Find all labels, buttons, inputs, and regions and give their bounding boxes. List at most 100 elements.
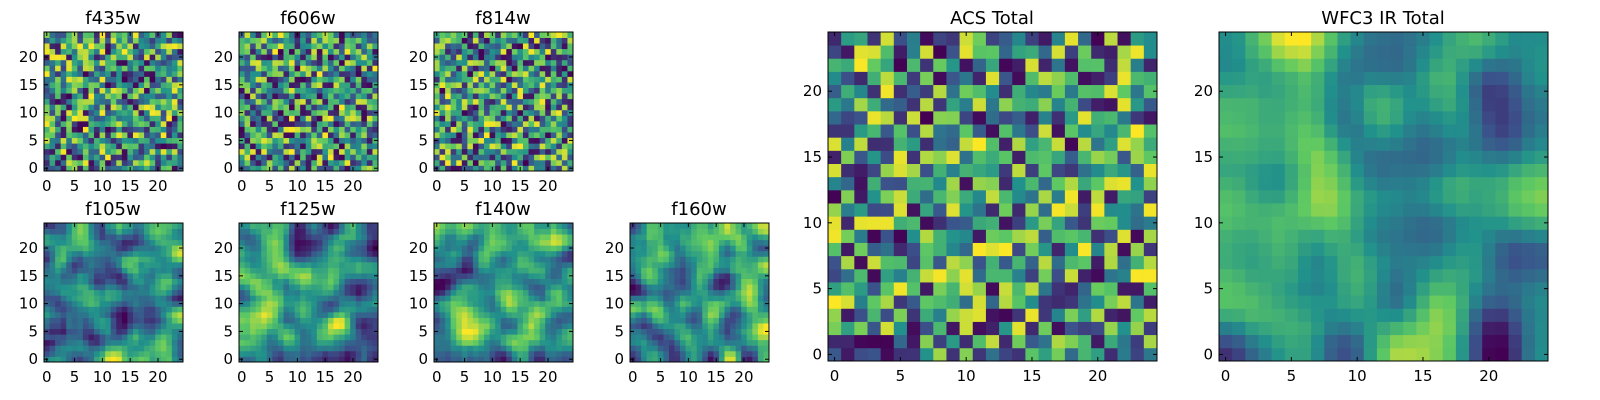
cell: [166, 223, 173, 229]
cell: [959, 203, 974, 217]
cell: [322, 273, 329, 279]
cell: [327, 37, 334, 44]
cell: [327, 115, 334, 122]
cell: [434, 334, 440, 341]
cell: [528, 37, 535, 44]
cell: [300, 154, 307, 161]
cell: [439, 76, 446, 83]
cell: [985, 163, 1000, 178]
cell: [294, 98, 301, 105]
cell: [344, 300, 351, 307]
cell: [663, 273, 670, 279]
cell: [696, 273, 703, 279]
cell: [456, 273, 463, 279]
cell: [166, 295, 173, 302]
cell: [522, 148, 529, 155]
cell: [355, 59, 362, 66]
cell: [60, 306, 67, 313]
cell: [339, 93, 346, 100]
cell: [641, 339, 648, 346]
cell: [489, 82, 496, 88]
cell: [116, 159, 123, 166]
cell: [311, 295, 318, 302]
cell: [277, 345, 284, 352]
cell: [300, 239, 307, 246]
cell: [556, 300, 563, 307]
cell: [439, 245, 446, 252]
cell: [702, 256, 709, 263]
cell: [82, 328, 89, 335]
cell: [545, 278, 552, 285]
cell: [1130, 216, 1145, 230]
cell: [730, 267, 737, 274]
cell: [545, 87, 552, 94]
cell: [641, 234, 648, 241]
cell: [467, 323, 474, 330]
cell: [495, 159, 502, 166]
cell: [294, 154, 301, 161]
cell: [467, 311, 474, 318]
cell: [561, 323, 568, 330]
cell: [522, 76, 529, 83]
cell: [289, 109, 295, 116]
cell: [456, 228, 463, 235]
cell: [1104, 308, 1118, 322]
cell: [99, 48, 106, 55]
cell: [110, 137, 117, 144]
cell: [289, 43, 295, 50]
cell: [561, 37, 568, 44]
cell: [489, 70, 496, 77]
cell: [1051, 308, 1066, 322]
cell: [630, 261, 636, 268]
cell: [71, 239, 78, 246]
cell: [127, 143, 134, 150]
cell: [155, 104, 162, 111]
cell: [735, 356, 742, 363]
cell: [138, 132, 145, 139]
cell: [668, 278, 675, 285]
cell: [289, 48, 295, 55]
x-tick-label: 0: [42, 368, 52, 386]
cell: [239, 234, 245, 241]
cell: [99, 278, 106, 285]
x-tick-label: 5: [265, 177, 275, 195]
cell: [361, 239, 368, 246]
cell: [1051, 347, 1066, 362]
cell: [1064, 255, 1079, 270]
cell: [355, 48, 362, 55]
cell: [99, 104, 106, 111]
cell: [105, 239, 112, 246]
cell: [450, 250, 457, 257]
cell: [691, 339, 698, 346]
cell: [300, 70, 307, 77]
cell: [500, 165, 507, 172]
cell: [239, 228, 245, 235]
cell: [657, 261, 664, 268]
cell: [166, 228, 173, 235]
cell: [567, 250, 574, 257]
cell: [255, 273, 262, 279]
cell: [506, 273, 513, 279]
cell: [127, 148, 134, 155]
cell: [478, 98, 485, 105]
cell: [71, 250, 78, 257]
cell: [171, 234, 178, 241]
cell: [44, 154, 50, 161]
cell: [171, 120, 178, 127]
cell: [550, 109, 557, 116]
cell: [294, 137, 301, 144]
cell: [144, 165, 151, 172]
cell: [344, 137, 351, 144]
x-tick-label: 10: [93, 177, 112, 195]
cell: [355, 267, 362, 274]
cell: [305, 350, 312, 357]
cell: [255, 245, 262, 252]
cell: [311, 300, 318, 307]
cell: [445, 76, 452, 83]
cell: [1143, 203, 1158, 217]
cell: [339, 356, 346, 363]
cell: [500, 317, 507, 324]
cell: [730, 239, 737, 246]
cell: [500, 284, 507, 291]
